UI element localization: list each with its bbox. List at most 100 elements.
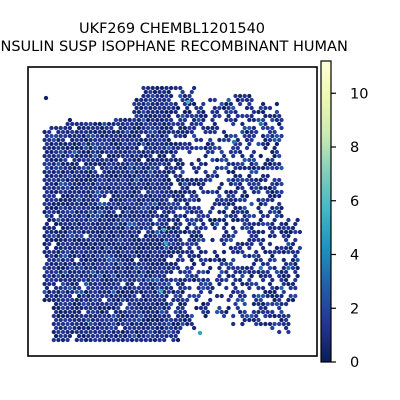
spot [180, 169, 185, 175]
spot [171, 241, 176, 247]
spot [60, 233, 66, 239]
spot [270, 205, 275, 211]
spot [49, 213, 54, 219]
spot [203, 313, 208, 319]
spot [219, 237, 224, 243]
spot [178, 285, 183, 291]
spot [150, 325, 155, 331]
spot [260, 221, 266, 227]
spot [120, 265, 125, 271]
spot [56, 137, 61, 143]
spot [125, 217, 130, 223]
spot [104, 173, 109, 179]
spot [171, 329, 176, 335]
spot [120, 313, 125, 319]
spot [104, 157, 109, 163]
spot [65, 161, 70, 167]
spot [90, 293, 96, 299]
spot [125, 121, 130, 127]
colorbar-tick-label: 0 [350, 355, 359, 371]
spot [129, 201, 135, 207]
spot [86, 269, 91, 275]
spot [102, 257, 107, 263]
spot [290, 249, 296, 255]
spot [155, 173, 160, 179]
spot [113, 149, 119, 155]
spot [228, 101, 234, 107]
spot [290, 297, 296, 303]
spot [83, 273, 89, 279]
spot [166, 97, 171, 103]
spot [47, 209, 52, 215]
spot [178, 301, 183, 307]
spot [76, 149, 82, 155]
spot [111, 209, 116, 215]
spot [58, 141, 63, 147]
spot [43, 95, 49, 101]
spot [267, 209, 273, 215]
spot [127, 333, 132, 339]
spot [233, 285, 238, 291]
spot [178, 141, 183, 147]
spot [70, 137, 75, 143]
spot [162, 273, 167, 279]
spot [256, 229, 261, 235]
spot [143, 225, 148, 231]
spot [251, 309, 257, 315]
spot [42, 297, 47, 303]
spot [249, 281, 254, 287]
spot [97, 329, 102, 335]
spot [120, 321, 125, 327]
spot [51, 161, 56, 167]
spot [178, 117, 183, 123]
spot [72, 197, 77, 203]
spot [127, 301, 132, 307]
spot [51, 233, 56, 239]
spot [76, 237, 82, 243]
spot [106, 185, 112, 191]
spot [182, 285, 188, 291]
spot [178, 325, 183, 331]
spot [175, 201, 181, 207]
spot [251, 181, 257, 187]
spot [201, 285, 206, 291]
spot [83, 185, 89, 191]
spot [70, 257, 75, 263]
spot [63, 293, 68, 299]
spot [293, 229, 298, 235]
spot [99, 285, 105, 291]
spot [145, 189, 151, 195]
spot [60, 161, 66, 167]
spot [148, 281, 153, 287]
spot [83, 161, 89, 167]
spot [145, 157, 151, 163]
spot [47, 161, 52, 167]
spot [221, 225, 227, 231]
spot [281, 233, 286, 239]
spot [155, 117, 160, 123]
spot [136, 245, 142, 251]
spot [118, 181, 123, 187]
spot [235, 249, 240, 255]
spot [116, 233, 121, 239]
spot [237, 293, 243, 299]
spot [267, 105, 273, 111]
spot [162, 193, 167, 199]
spot [182, 109, 188, 115]
spot [141, 253, 146, 259]
spot [141, 285, 146, 291]
spot [44, 253, 50, 259]
spot [293, 269, 298, 275]
spot [134, 169, 139, 175]
spot [191, 261, 197, 267]
spot [86, 197, 91, 203]
spot [65, 129, 70, 135]
spot [129, 193, 135, 199]
spot [286, 297, 291, 303]
spot [194, 273, 199, 279]
spot [272, 257, 277, 263]
spot [90, 237, 96, 243]
spot [205, 309, 211, 315]
spot [208, 217, 213, 223]
spot [171, 297, 176, 303]
